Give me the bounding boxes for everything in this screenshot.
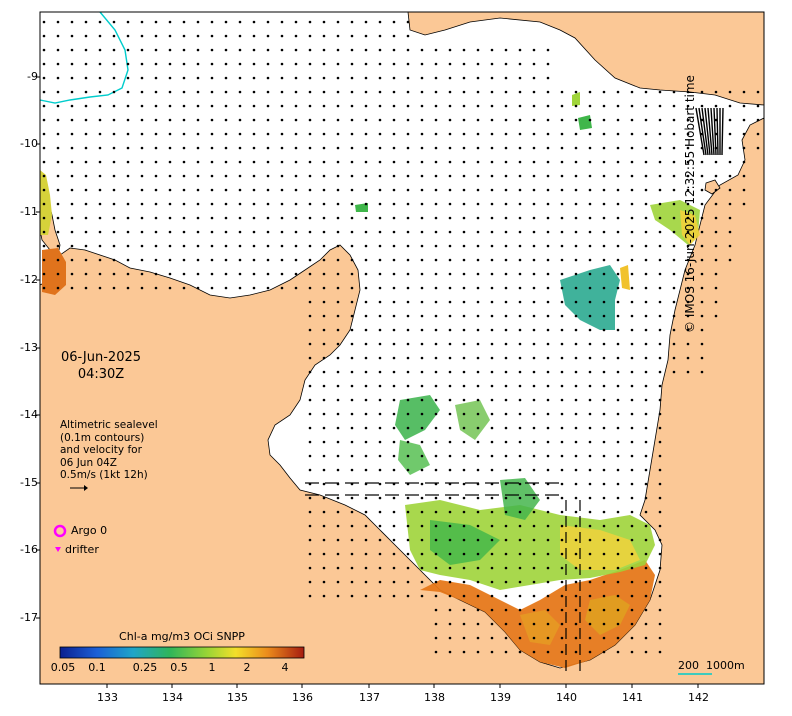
lon-tick-label: 137: [359, 691, 380, 704]
colorbar-tick-label: 1: [208, 661, 216, 674]
lat-tick-label: -14: [20, 408, 38, 421]
lon-tick-label: 138: [424, 691, 445, 704]
lat-tick-label: -17: [20, 611, 38, 624]
colorbar-tick-label: 0.05: [50, 661, 76, 674]
drifter-marker: [55, 547, 61, 552]
credit-text: © IMOS 16-Jun-2025 12:32:55 Hobart time: [683, 75, 697, 333]
colorbar-tick-label: 0.25: [132, 661, 158, 674]
scale-label-b: 1000m: [706, 659, 745, 672]
scale-label-a: 200: [678, 659, 699, 672]
lat-tick-label: -10: [20, 137, 38, 150]
description-line: 0.5m/s (1kt 12h): [60, 469, 148, 481]
axis-ticks: [36, 76, 699, 688]
argo-label: Argo 0: [71, 524, 108, 537]
lon-tick-label: 142: [688, 691, 709, 704]
drifter-label: drifter: [65, 543, 99, 556]
lat-tick-label: -9: [27, 70, 38, 83]
map-date: 06-Jun-2025 04:30Z: [58, 349, 144, 383]
lon-tick-label: 136: [292, 691, 313, 704]
lat-tick-label: -15: [20, 476, 38, 489]
colorbar-tick-label: 2: [243, 661, 251, 674]
lat-tick-label: -13: [20, 341, 38, 354]
lon-tick-label: 135: [227, 691, 248, 704]
description-line: Altimetric sealevel: [60, 419, 158, 431]
description-line: and velocity for: [60, 444, 142, 456]
lon-tick-label: 140: [556, 691, 577, 704]
colorbar-title: Chl-a mg/m3 OCi SNPP: [119, 630, 245, 643]
lat-tick-label: -11: [20, 205, 38, 218]
colorbar-tick-label: 4: [281, 661, 289, 674]
lat-tick-label: -12: [20, 273, 38, 286]
colorbar-tick-label: 0.1: [88, 661, 106, 674]
date-text: 06-Jun-2025: [60, 350, 142, 365]
description-block: Altimetric sealevel (0.1m contours) and …: [60, 419, 158, 482]
colorbar: [59, 646, 305, 659]
argo-marker: [53, 524, 67, 538]
lon-tick-label: 141: [622, 691, 643, 704]
reference-arrow: [70, 485, 88, 491]
lon-tick-label: 133: [97, 691, 118, 704]
description-line: 06 Jun 04Z: [60, 456, 117, 469]
lon-tick-label: 134: [162, 691, 183, 704]
colorbar-tick-label: 0.5: [170, 661, 188, 674]
lon-tick-label: 139: [490, 691, 511, 704]
scale-label: 200 1000m: [678, 659, 745, 672]
description-line: (0.1m contours): [60, 431, 145, 444]
velocity-vectors: [42, 20, 760, 671]
time-text: 04:30Z: [77, 367, 125, 382]
lat-tick-label: -16: [20, 543, 38, 556]
